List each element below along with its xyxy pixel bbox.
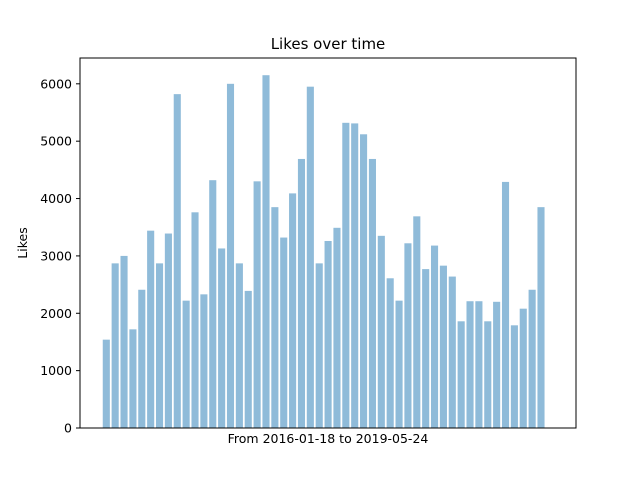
plot-frame [79,57,577,429]
bar [226,83,235,428]
bar [280,237,288,428]
bar [404,243,412,428]
bar [466,301,474,428]
bars-group [102,75,545,429]
bar [457,321,465,428]
y-tick-label: 2000 [40,306,72,321]
bar [448,276,456,428]
bar [235,263,243,428]
bar [537,207,545,428]
bar [306,86,314,429]
bar [200,294,208,428]
y-tick-label: 1000 [40,363,72,378]
bar [493,301,501,428]
bar [422,269,430,428]
bar [315,263,323,428]
bar [191,212,199,428]
chart-title: Likes over time [271,35,386,53]
y-tick-label: 5000 [40,134,72,149]
bar [510,325,518,428]
bar [111,263,119,428]
bar [262,75,270,429]
bar [138,289,146,428]
bar [528,289,536,428]
bar [386,278,394,428]
bar [164,233,172,428]
y-tick-label: 3000 [40,248,72,263]
bar [342,122,350,428]
y-tick-label: 6000 [40,76,72,91]
bar [289,193,297,428]
bar [244,290,252,428]
bar [430,245,439,428]
bar [271,207,279,428]
bar [147,230,155,428]
bar [351,123,359,429]
bar [395,300,403,428]
y-tick-label: 0 [64,421,72,436]
bar [324,240,332,428]
bar [182,300,190,428]
bar [377,235,385,428]
bar [475,301,483,428]
bar [501,181,510,428]
x-axis-label: From 2016-01-18 to 2019-05-24 [228,431,429,446]
bar [218,248,226,428]
y-axis-label: Likes [15,227,30,258]
bar [129,329,137,428]
bar [360,134,368,429]
bar [519,308,527,428]
bar [209,180,217,428]
bar [253,181,261,428]
bar [368,158,376,428]
bar [333,227,341,428]
bar [297,158,306,428]
y-axis: 0 1000 2000 3000 4000 5000 6000 [40,76,80,436]
bar [173,94,181,428]
bar [102,339,110,428]
bar [155,263,164,428]
bar [439,265,447,428]
y-tick-label: 4000 [40,191,72,206]
bar [120,255,128,428]
bar [484,321,492,428]
bar [413,216,421,428]
